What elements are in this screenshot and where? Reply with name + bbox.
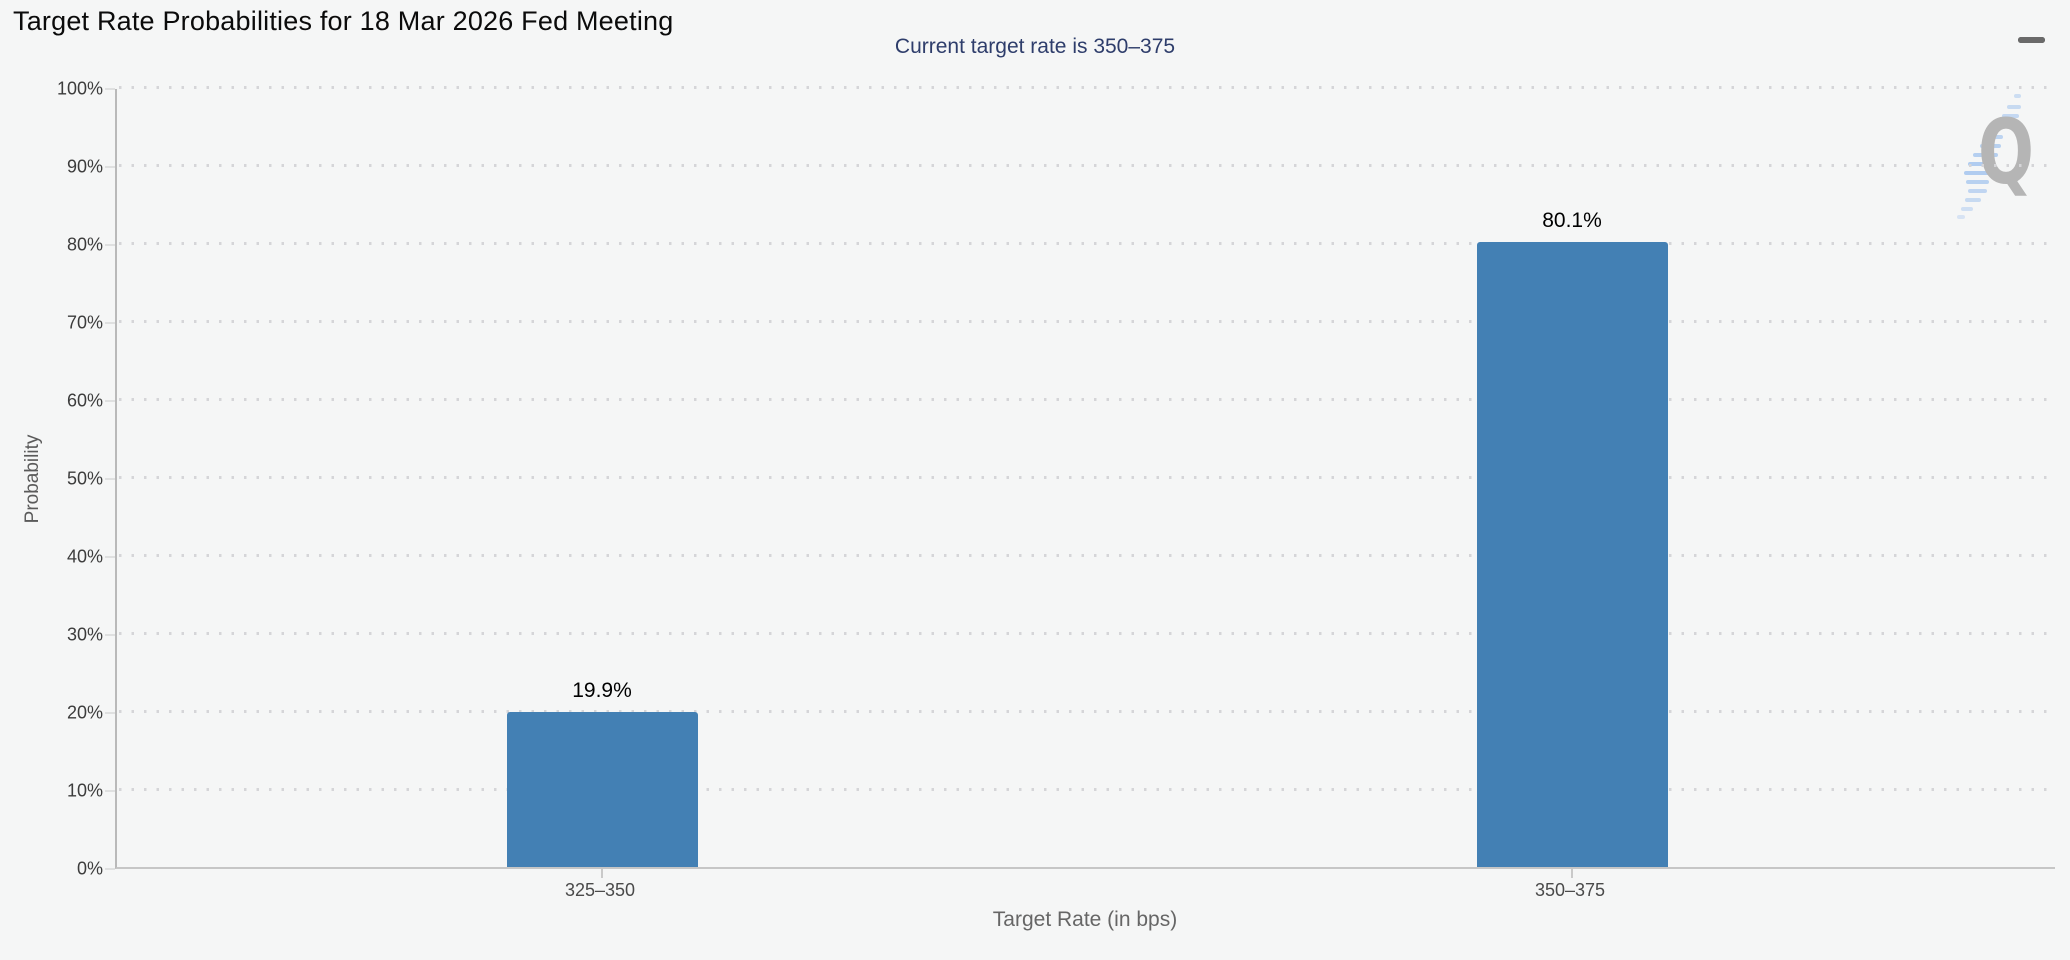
gridline-30%: [119, 631, 2055, 635]
chart-title: Target Rate Probabilities for 18 Mar 202…: [13, 6, 674, 36]
y-tick-label: 10%: [66, 780, 103, 801]
y-tick-label: 50%: [66, 468, 103, 489]
gridline-20%: [119, 709, 2055, 713]
plot-area: Q 19.9% 80.1%: [105, 85, 2055, 878]
y-tick-label: 0%: [76, 858, 103, 879]
y-tickmark: [105, 244, 115, 246]
gridline-100%: [119, 85, 2055, 89]
y-tick-label: 20%: [66, 702, 103, 723]
y-tickmark: [105, 322, 115, 324]
y-tick-label: 40%: [66, 546, 103, 567]
hamburger-menu-icon[interactable]: [2018, 13, 2048, 43]
y-tickmark: [105, 868, 115, 870]
bar-350–375[interactable]: [1476, 242, 1668, 867]
gridline-50%: [119, 475, 2055, 479]
hamburger-bar: [2018, 37, 2045, 43]
y-tickmark: [105, 556, 115, 558]
y-tick-label: 60%: [66, 390, 103, 411]
y-tick-label: 90%: [66, 156, 103, 177]
y-tick-label: 30%: [66, 624, 103, 645]
quikstrike-watermark-logo: Q: [1952, 84, 2057, 224]
y-tickmark: [105, 478, 115, 480]
bar-325–350[interactable]: [506, 711, 698, 867]
x-tickmark: [601, 869, 603, 878]
watermark-swoosh-icon: [1957, 94, 2021, 219]
gridline-80%: [119, 241, 2055, 245]
bar-value-label: 19.9%: [572, 678, 632, 702]
x-tick-label: 325–350: [564, 880, 636, 900]
gridline-90%: [119, 163, 2055, 167]
y-tickmark: [105, 634, 115, 636]
gridline-60%: [119, 397, 2055, 401]
y-tickmark: [105, 166, 115, 168]
y-tickmark: [105, 400, 115, 402]
y-tickmark: [105, 88, 115, 90]
y-axis-tick-labels: 0% 10% 20% 30% 40% 50% 60% 70% 80% 90% 100%: [0, 79, 103, 879]
gridline-10%: [119, 787, 2055, 791]
x-axis-title: Target Rate (in bps): [992, 908, 1178, 931]
y-tick-label: 80%: [66, 234, 103, 255]
watermark-q-letter: Q: [1978, 100, 2034, 204]
chart-subtitle: Current target rate is 350–375: [894, 35, 1176, 58]
x-tick-label: 350–375: [1534, 880, 1606, 900]
gridline-40%: [119, 553, 2055, 557]
x-axis-tick-labels: 325–350 350–375: [115, 880, 2055, 906]
y-tick-label: 70%: [66, 312, 103, 333]
y-tickmark: [105, 790, 115, 792]
y-tickmark: [105, 712, 115, 714]
x-tickmark: [1571, 869, 1573, 878]
bar-value-label: 80.1%: [1542, 209, 1602, 233]
gridline-70%: [119, 319, 2055, 323]
y-tick-label: 100%: [56, 78, 103, 99]
